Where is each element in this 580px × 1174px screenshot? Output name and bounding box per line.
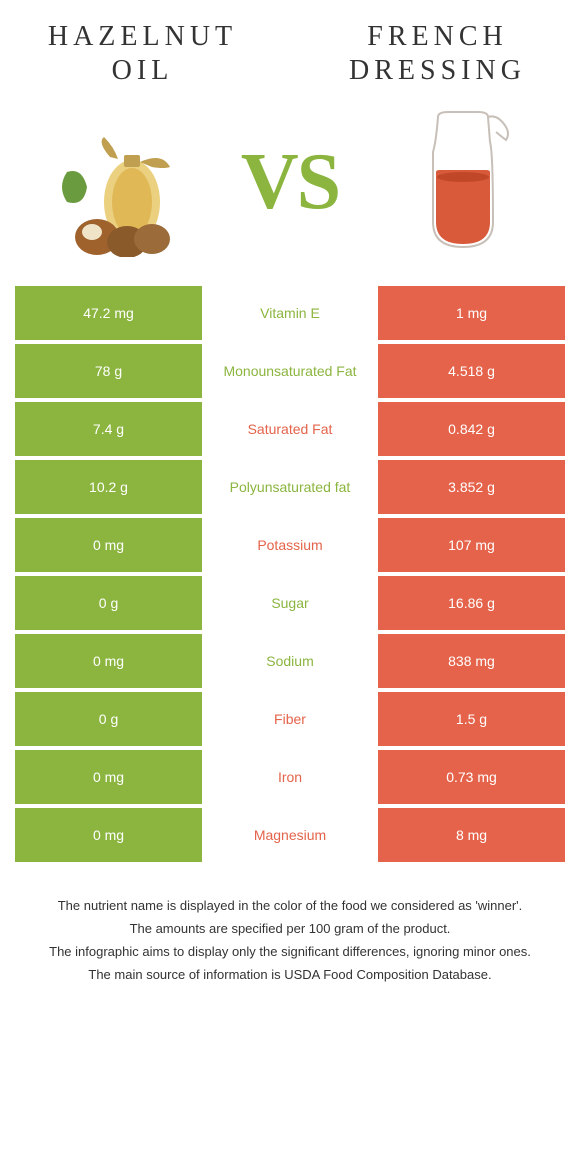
right-value-cell: 1 mg <box>378 286 565 340</box>
nutrient-label-cell: Monounsaturated Fat <box>202 344 378 398</box>
table-row: 0 gSugar16.86 g <box>15 576 565 630</box>
left-value-cell: 78 g <box>15 344 202 398</box>
nutrient-label-cell: Vitamin E <box>202 286 378 340</box>
nutrient-label-cell: Magnesium <box>202 808 378 862</box>
footer-line-2: The amounts are specified per 100 gram o… <box>25 919 555 940</box>
table-row: 0 gFiber1.5 g <box>15 692 565 746</box>
nutrient-label-cell: Fiber <box>202 692 378 746</box>
left-value-cell: 0 mg <box>15 518 202 572</box>
right-value-cell: 4.518 g <box>378 344 565 398</box>
footer-line-1: The nutrient name is displayed in the co… <box>25 896 555 917</box>
right-value-cell: 8 mg <box>378 808 565 862</box>
footer-line-3: The infographic aims to display only the… <box>25 942 555 963</box>
nutrient-label-cell: Potassium <box>202 518 378 572</box>
right-value-cell: 3.852 g <box>378 460 565 514</box>
nutrient-label-cell: Polyunsaturated fat <box>202 460 378 514</box>
right-value-cell: 838 mg <box>378 634 565 688</box>
table-row: 0 mgIron0.73 mg <box>15 750 565 804</box>
table-row: 7.4 gSaturated Fat0.842 g <box>15 402 565 456</box>
left-title: HAZELNUT OIL <box>15 20 270 87</box>
footer-notes: The nutrient name is displayed in the co… <box>15 896 565 985</box>
left-value-cell: 0 g <box>15 576 202 630</box>
nutrient-label-cell: Sodium <box>202 634 378 688</box>
left-value-cell: 0 mg <box>15 634 202 688</box>
table-row: 47.2 mgVitamin E1 mg <box>15 286 565 340</box>
right-value-cell: 0.842 g <box>378 402 565 456</box>
left-value-cell: 10.2 g <box>15 460 202 514</box>
comparison-table: 47.2 mgVitamin E1 mg78 gMonounsaturated … <box>15 282 565 866</box>
images-row: VS <box>15 102 565 262</box>
vs-label: VS <box>241 137 339 228</box>
left-value-cell: 7.4 g <box>15 402 202 456</box>
french-dressing-image <box>383 102 543 262</box>
table-row: 0 mgMagnesium8 mg <box>15 808 565 862</box>
left-value-cell: 0 mg <box>15 750 202 804</box>
hazelnut-oil-image <box>37 102 197 262</box>
header-row: HAZELNUT OIL FRENCH DRESSING <box>15 20 565 87</box>
infographic-container: HAZELNUT OIL FRENCH DRESSING VS <box>0 0 580 1007</box>
footer-line-4: The main source of information is USDA F… <box>25 965 555 986</box>
left-value-cell: 47.2 mg <box>15 286 202 340</box>
nutrient-label-cell: Sugar <box>202 576 378 630</box>
right-value-cell: 107 mg <box>378 518 565 572</box>
right-value-cell: 0.73 mg <box>378 750 565 804</box>
right-value-cell: 16.86 g <box>378 576 565 630</box>
left-value-cell: 0 mg <box>15 808 202 862</box>
table-row: 10.2 gPolyunsaturated fat3.852 g <box>15 460 565 514</box>
nutrient-label-cell: Saturated Fat <box>202 402 378 456</box>
nutrient-label-cell: Iron <box>202 750 378 804</box>
right-value-cell: 1.5 g <box>378 692 565 746</box>
right-title: FRENCH DRESSING <box>310 20 565 87</box>
table-row: 0 mgSodium838 mg <box>15 634 565 688</box>
table-row: 0 mgPotassium107 mg <box>15 518 565 572</box>
left-value-cell: 0 g <box>15 692 202 746</box>
table-row: 78 gMonounsaturated Fat4.518 g <box>15 344 565 398</box>
